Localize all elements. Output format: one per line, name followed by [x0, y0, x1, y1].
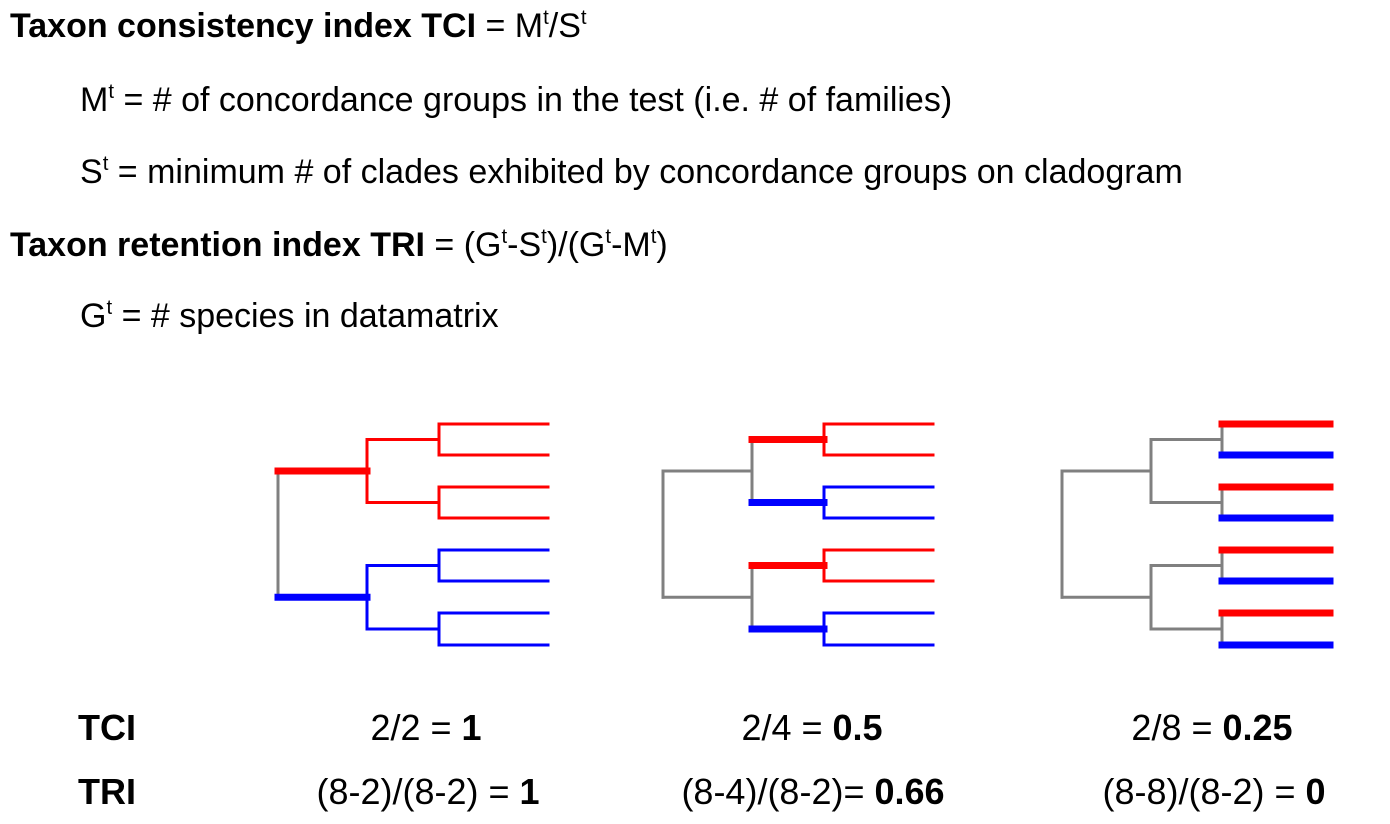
- tri-row-label: TRI: [78, 771, 136, 812]
- example-2-tci-value: 0.5: [832, 707, 883, 748]
- example-3-tci: 2/8 = 0.25: [1131, 706, 1292, 750]
- tri-sup-1: t: [501, 225, 508, 248]
- example-1-tri: (8-2)/(8-2) = 1: [316, 770, 539, 814]
- st-text: = minimum # of clades exhibited by conco…: [108, 153, 1183, 191]
- example-2-tri-value: 0.66: [874, 771, 945, 812]
- mt-symbol: M: [80, 81, 109, 119]
- example-2-tri: (8-4)/(8-2)= 0.66: [681, 770, 944, 814]
- example-3-tci-value: 0.25: [1222, 707, 1293, 748]
- mt-definition: Mt = # of concordance groups in the test…: [80, 80, 952, 125]
- tri-sup-3: t: [605, 225, 612, 248]
- example-2-tci: 2/4 = 0.5: [741, 706, 882, 750]
- example-3-tri-value: 0: [1305, 771, 1326, 812]
- tci-definition: Taxon consistency index TCI = Mt/St: [10, 6, 587, 51]
- tci-sup-2: t: [580, 6, 587, 29]
- tci-sup-1: t: [543, 6, 549, 29]
- example-1-tri-expr: (8-2)/(8-2) =: [316, 771, 520, 812]
- example-3-tci-expr: 2/8 =: [1131, 707, 1223, 748]
- example-1-tci-expr: 2/2 =: [370, 707, 462, 748]
- tri-part-4: -M: [611, 226, 651, 264]
- mt-text: = # of concordance groups in the test (i…: [114, 81, 953, 119]
- mt-sup: t: [108, 80, 114, 103]
- example-1-tri-value: 1: [519, 771, 540, 812]
- tri-part-2: -S: [507, 226, 542, 264]
- st-sup: t: [102, 152, 109, 175]
- gt-definition: Gt = # species in datamatrix: [80, 296, 499, 341]
- tci-label: Taxon consistency index TCI: [10, 7, 477, 45]
- gt-text: = # species in datamatrix: [112, 297, 499, 335]
- tci-formula-pre: = M: [476, 7, 544, 45]
- gt-symbol: G: [80, 297, 107, 335]
- example-1-tci-value: 1: [461, 707, 482, 748]
- example-1-tci: 2/2 = 1: [370, 706, 481, 750]
- example-2-tci-expr: 2/4 =: [741, 707, 833, 748]
- tri-sup-2: t: [541, 225, 547, 248]
- example-2-tri-expr: (8-4)/(8-2)=: [681, 771, 875, 812]
- tri-part-3: )/(G: [546, 226, 606, 264]
- tci-row-label: TCI: [78, 707, 136, 748]
- tri-part-5: ): [656, 226, 668, 264]
- tci-formula-mid: /S: [548, 7, 581, 45]
- st-symbol: S: [80, 153, 103, 191]
- example-3-tri: (8-8)/(8-2) = 0: [1102, 770, 1325, 814]
- tri-label: Taxon retention index TRI: [10, 226, 425, 264]
- tri-definition: Taxon retention index TRI = (Gt-St)/(Gt-…: [10, 225, 668, 270]
- tri-sup-4: t: [650, 225, 657, 248]
- example-3-tri-expr: (8-8)/(8-2) =: [1102, 771, 1306, 812]
- gt-sup: t: [106, 296, 113, 319]
- st-definition: St = minimum # of clades exhibited by co…: [80, 152, 1183, 197]
- tri-part-1: = (G: [424, 226, 502, 264]
